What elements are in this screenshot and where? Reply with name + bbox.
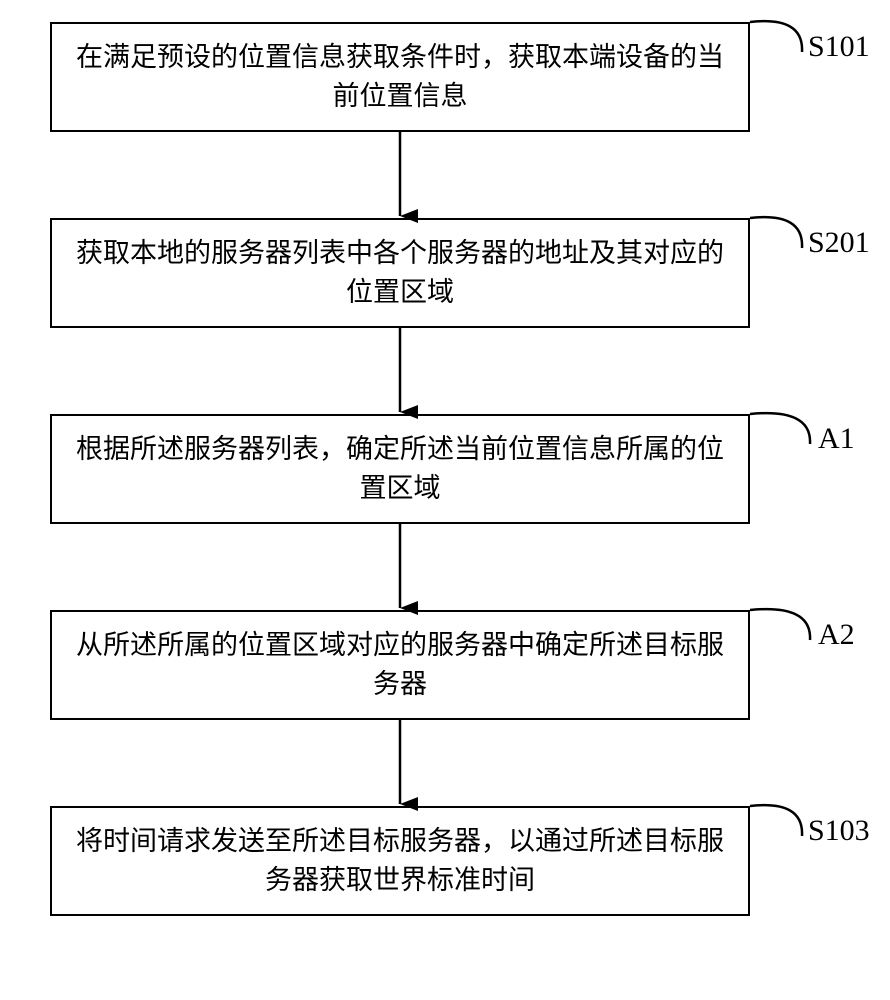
callout-curve [750,413,810,444]
callout-curve [750,805,802,836]
step-label-a2: A2 [818,618,855,652]
flow-node-s201: 获取本地的服务器列表中各个服务器的地址及其对应的位置区域 [50,218,750,328]
step-label-s201: S201 [808,226,870,260]
callout-curve [750,217,802,248]
flow-node-text: 获取本地的服务器列表中各个服务器的地址及其对应的位置区域 [72,234,728,312]
callout-curve [750,21,802,52]
step-label-a1: A1 [818,422,855,456]
step-label-s103: S103 [808,814,870,848]
flow-node-text: 根据所述服务器列表，确定所述当前位置信息所属的位置区域 [72,430,728,508]
flowchart-canvas: 在满足预设的位置信息获取条件时，获取本端设备的当前位置信息 S101 获取本地的… [0,0,890,1000]
flow-node-text: 在满足预设的位置信息获取条件时，获取本端设备的当前位置信息 [72,38,728,116]
callout-curve [750,609,810,640]
flow-node-s101: 在满足预设的位置信息获取条件时，获取本端设备的当前位置信息 [50,22,750,132]
flow-node-s103: 将时间请求发送至所述目标服务器，以通过所述目标服务器获取世界标准时间 [50,806,750,916]
step-label-s101: S101 [808,30,870,64]
flow-node-a1: 根据所述服务器列表，确定所述当前位置信息所属的位置区域 [50,414,750,524]
flow-node-a2: 从所述所属的位置区域对应的服务器中确定所述目标服务器 [50,610,750,720]
flow-node-text: 将时间请求发送至所述目标服务器，以通过所述目标服务器获取世界标准时间 [72,822,728,900]
flow-node-text: 从所述所属的位置区域对应的服务器中确定所述目标服务器 [72,626,728,704]
